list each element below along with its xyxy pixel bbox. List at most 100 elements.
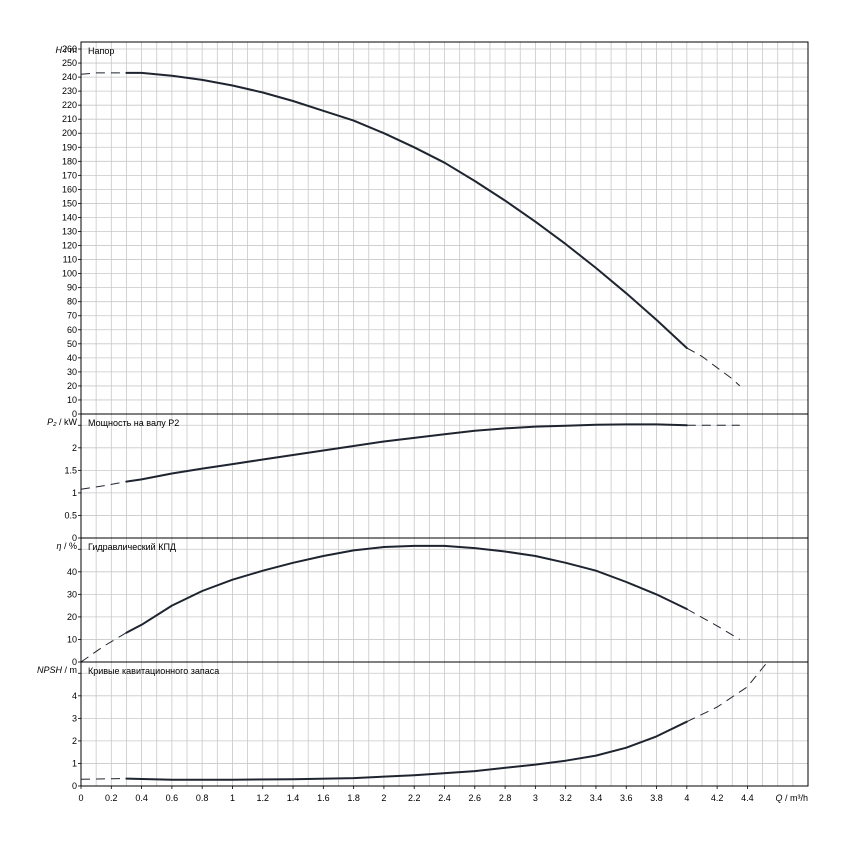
y-tick-label: 0	[72, 781, 77, 791]
y-tick-label: 0	[72, 657, 77, 667]
panel-efficiency: 0 10 20 30 40 η / % Гидравлический КПД	[56, 537, 809, 667]
y-tick-label: 40	[67, 567, 77, 577]
y-axis-symbol: P₂	[47, 417, 57, 427]
x-tick-label: 3.4	[590, 793, 603, 803]
x-tick-label: 4.4	[741, 793, 754, 803]
y-axis-label: NPSH / m	[37, 665, 77, 675]
x-tick-label: 3.8	[650, 793, 663, 803]
y-tick-label: 1	[72, 758, 77, 768]
curve-head-extrapolated-high	[686, 347, 741, 387]
y-tick-label: 2	[72, 736, 77, 746]
x-tick-label: 0	[78, 793, 83, 803]
y-tick-label: 170	[62, 170, 77, 180]
y-tick-label: 100	[62, 269, 77, 279]
x-tick-label: 4	[684, 793, 689, 803]
y-tick-label: 120	[62, 241, 77, 251]
y-tick-label: 180	[62, 156, 77, 166]
y-tick-label: 110	[63, 255, 77, 265]
x-axis: 0 0.2 0.4 0.6 0.8 1 1.2 1.4 1.6 1.8 2 2.2 2.4 2.6 2.8 3…	[78, 786, 808, 803]
y-tick-label: 200	[62, 128, 77, 138]
y-tick-label: 240	[62, 72, 77, 82]
y-axis-symbol: H	[56, 45, 63, 55]
y-tick-label: 80	[67, 297, 77, 307]
panel-title: Напор	[88, 46, 114, 56]
curve-efficiency-extrapolated-high	[686, 608, 741, 640]
y-tick-label: 60	[67, 325, 77, 335]
panel-head: 0 10 20 30 40 50 60 70 80 90 100 110 120 130 140 150 160…	[56, 41, 809, 419]
y-tick-label: 10	[67, 395, 77, 405]
y-tick-label: 30	[67, 367, 77, 377]
y-tick-label: 2	[72, 443, 77, 453]
curve-npsh-extrapolated-high	[686, 663, 766, 723]
y-tick-label: 70	[67, 311, 77, 321]
y-tick-label: 20	[67, 381, 77, 391]
x-tick-label: 2.8	[499, 793, 512, 803]
x-tick-label: 1.8	[347, 793, 360, 803]
x-tick-label: 4.2	[711, 793, 724, 803]
curve-efficiency-extrapolated-low	[80, 632, 127, 663]
x-tick-label: 2.4	[438, 793, 451, 803]
y-tick-label: 230	[62, 86, 77, 96]
x-tick-label: 0.6	[166, 793, 179, 803]
y-tick-label: 190	[62, 142, 77, 152]
x-axis-unit: / m³/h	[782, 793, 808, 803]
x-tick-label: 1.6	[317, 793, 330, 803]
y-tick-label: 30	[67, 589, 77, 599]
x-tick-label: 2.6	[469, 793, 482, 803]
y-tick-label: 220	[62, 100, 77, 110]
y-tick-label: 20	[67, 612, 77, 622]
y-tick-label: 140	[62, 212, 77, 222]
y-tick-label: 3	[72, 713, 77, 723]
panel-npsh: 0 1 2 3 4 NPSH / m Кривые кавитационного запас…	[37, 661, 809, 791]
curve-power-extrapolated-low	[80, 481, 127, 490]
curve-head-extrapolated-low	[80, 72, 127, 75]
y-tick-label: 130	[62, 227, 77, 237]
curve-efficiency	[125, 544, 688, 634]
x-tick-label: 1.4	[287, 793, 300, 803]
x-tick-label: 1	[230, 793, 235, 803]
y-axis-unit: / m	[62, 45, 77, 55]
y-tick-label: 1	[72, 488, 77, 498]
y-tick-label: 90	[67, 283, 77, 293]
curve-npsh	[125, 720, 688, 781]
panel-title: Мощность на валу P2	[88, 418, 179, 428]
y-axis-label: P₂ / kW	[47, 417, 77, 427]
panel-title: Гидравлический КПД	[88, 542, 176, 552]
panel-title: Кривые кавитационного запаса	[88, 666, 219, 676]
curve-head	[125, 71, 688, 349]
x-tick-label: 3.6	[620, 793, 633, 803]
y-tick-label: 250	[62, 58, 77, 68]
y-tick-label: 0	[72, 533, 77, 543]
x-tick-label: 1.2	[256, 793, 269, 803]
y-tick-label: 0.5	[64, 510, 77, 520]
x-tick-label: 3.2	[559, 793, 572, 803]
y-axis-unit: / kW	[57, 417, 78, 427]
y-tick-label: 210	[62, 114, 77, 124]
y-tick-label: 150	[62, 198, 77, 208]
y-tick-label: 10	[67, 634, 77, 644]
x-tick-label: 0.4	[135, 793, 148, 803]
x-axis-label: Q / m³/h	[775, 793, 808, 803]
y-tick-label: 4	[72, 691, 77, 701]
curve-power	[125, 423, 688, 483]
y-tick-label: 1.5	[64, 465, 77, 475]
y-axis-label: H / m	[56, 45, 78, 55]
x-tick-label: 3	[533, 793, 538, 803]
x-tick-label: 0.8	[196, 793, 209, 803]
y-tick-label: 40	[67, 353, 77, 363]
x-axis-symbol: Q	[775, 793, 782, 803]
y-axis-label: η / %	[56, 541, 77, 551]
y-axis-unit: / %	[61, 541, 77, 551]
y-tick-label: 0	[72, 409, 77, 419]
y-tick-label: 260	[62, 44, 77, 54]
x-tick-label: 0.2	[105, 793, 118, 803]
y-tick-label: 160	[62, 184, 77, 194]
y-axis-symbol: NPSH	[37, 665, 63, 675]
y-axis-symbol: η	[56, 541, 61, 551]
chart-panels: 0102030405060708090100110120130140150160…	[37, 41, 809, 791]
panel-power: 0 0.5 1 1.5 2 P₂ / kW Мощность на валу P2	[47, 413, 809, 543]
curve-npsh-extrapolated-low	[80, 778, 127, 780]
y-axis-unit: / m	[62, 665, 77, 675]
x-tick-label: 2.2	[408, 793, 421, 803]
